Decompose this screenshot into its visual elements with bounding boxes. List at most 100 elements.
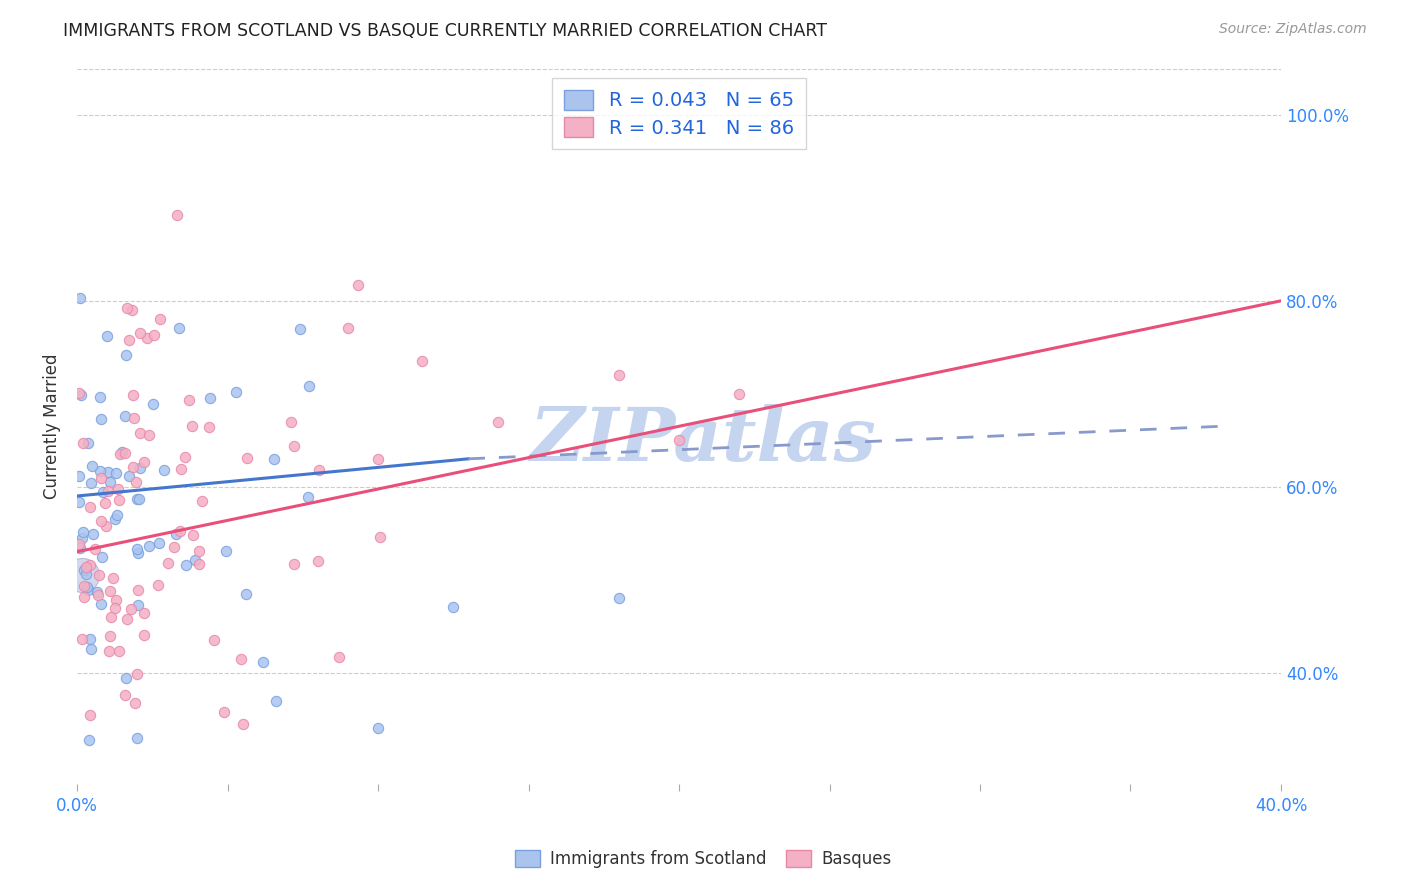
Point: [142, 396, 165, 410]
Point: [104, 600, 127, 615]
Point: [307, 554, 329, 568]
Point: [121, 388, 143, 402]
Point: [728, 386, 751, 401]
Point: [156, 556, 179, 570]
Point: [114, 409, 136, 424]
Point: [91, 484, 114, 499]
Point: [103, 512, 125, 526]
Point: [107, 482, 129, 496]
Point: [283, 557, 305, 571]
Text: ZIPatlas: ZIPatlas: [530, 404, 876, 477]
Point: [128, 460, 150, 475]
Point: [96, 328, 118, 343]
Point: [79, 642, 101, 657]
Point: [100, 610, 122, 624]
Point: [280, 415, 302, 429]
Point: [127, 667, 149, 681]
Point: [290, 322, 312, 336]
Point: [308, 462, 330, 476]
Point: [73, 564, 96, 578]
Point: [100, 583, 122, 598]
Point: [488, 415, 510, 429]
Point: [87, 588, 110, 602]
Point: [153, 463, 176, 477]
Point: [132, 606, 155, 620]
Point: [169, 524, 191, 538]
Text: IMMIGRANTS FROM SCOTLAND VS BASQUE CURRENTLY MARRIED CORRELATION CHART: IMMIGRANTS FROM SCOTLAND VS BASQUE CURRE…: [63, 22, 827, 40]
Point: [79, 500, 101, 514]
Point: [89, 464, 111, 478]
Point: [336, 321, 359, 335]
Point: [79, 708, 101, 723]
Point: [235, 586, 257, 600]
Point: [117, 301, 139, 316]
Point: [73, 578, 96, 592]
Point: [283, 439, 305, 453]
Legend: Immigrants from Scotland, Basques: Immigrants from Scotland, Basques: [508, 843, 898, 875]
Point: [80, 805, 103, 819]
Point: [118, 333, 141, 347]
Point: [127, 599, 149, 613]
Point: [67, 468, 90, 483]
Point: [110, 446, 132, 460]
Point: [191, 494, 214, 508]
Point: [124, 697, 146, 711]
Point: [128, 326, 150, 340]
Point: [252, 656, 274, 670]
Point: [225, 384, 247, 399]
Point: [125, 492, 148, 507]
Point: [127, 541, 149, 556]
Point: [122, 460, 145, 475]
Point: [170, 462, 193, 476]
Point: [107, 508, 129, 522]
Point: [97, 484, 120, 499]
Point: [298, 379, 321, 393]
Point: [166, 208, 188, 222]
Point: [67, 385, 90, 400]
Y-axis label: Currently Married: Currently Married: [44, 353, 60, 499]
Point: [135, 331, 157, 345]
Point: [411, 354, 433, 368]
Point: [90, 549, 112, 564]
Point: [89, 390, 111, 404]
Point: [90, 598, 112, 612]
Point: [215, 544, 238, 558]
Point: [181, 528, 204, 542]
Point: [69, 541, 91, 555]
Point: [441, 600, 464, 615]
Point: [114, 671, 136, 685]
Point: [180, 419, 202, 434]
Point: [98, 644, 121, 658]
Text: Source: ZipAtlas.com: Source: ZipAtlas.com: [1219, 22, 1367, 37]
Point: [115, 348, 138, 362]
Point: [79, 558, 101, 572]
Point: [122, 411, 145, 425]
Point: [115, 612, 138, 626]
Point: [127, 546, 149, 560]
Point: [368, 530, 391, 544]
Point: [82, 526, 104, 541]
Point: [94, 496, 117, 510]
Point: [75, 566, 97, 581]
Point: [80, 459, 103, 474]
Point: [77, 435, 100, 450]
Point: [73, 590, 96, 604]
Point: [128, 491, 150, 506]
Point: [202, 633, 225, 648]
Point: [79, 475, 101, 490]
Point: [70, 532, 93, 546]
Point: [134, 455, 156, 469]
Point: [87, 568, 110, 582]
Point: [132, 628, 155, 642]
Point: [67, 537, 90, 551]
Point: [108, 493, 131, 508]
Point: [104, 467, 127, 481]
Point: [149, 311, 172, 326]
Point: [125, 475, 148, 489]
Point: [70, 388, 93, 402]
Point: [67, 495, 90, 509]
Point: [163, 540, 186, 554]
Point: [148, 536, 170, 550]
Legend: R = 0.043   N = 65, R = 0.341   N = 86: R = 0.043 N = 65, R = 0.341 N = 86: [553, 78, 806, 150]
Point: [367, 451, 389, 466]
